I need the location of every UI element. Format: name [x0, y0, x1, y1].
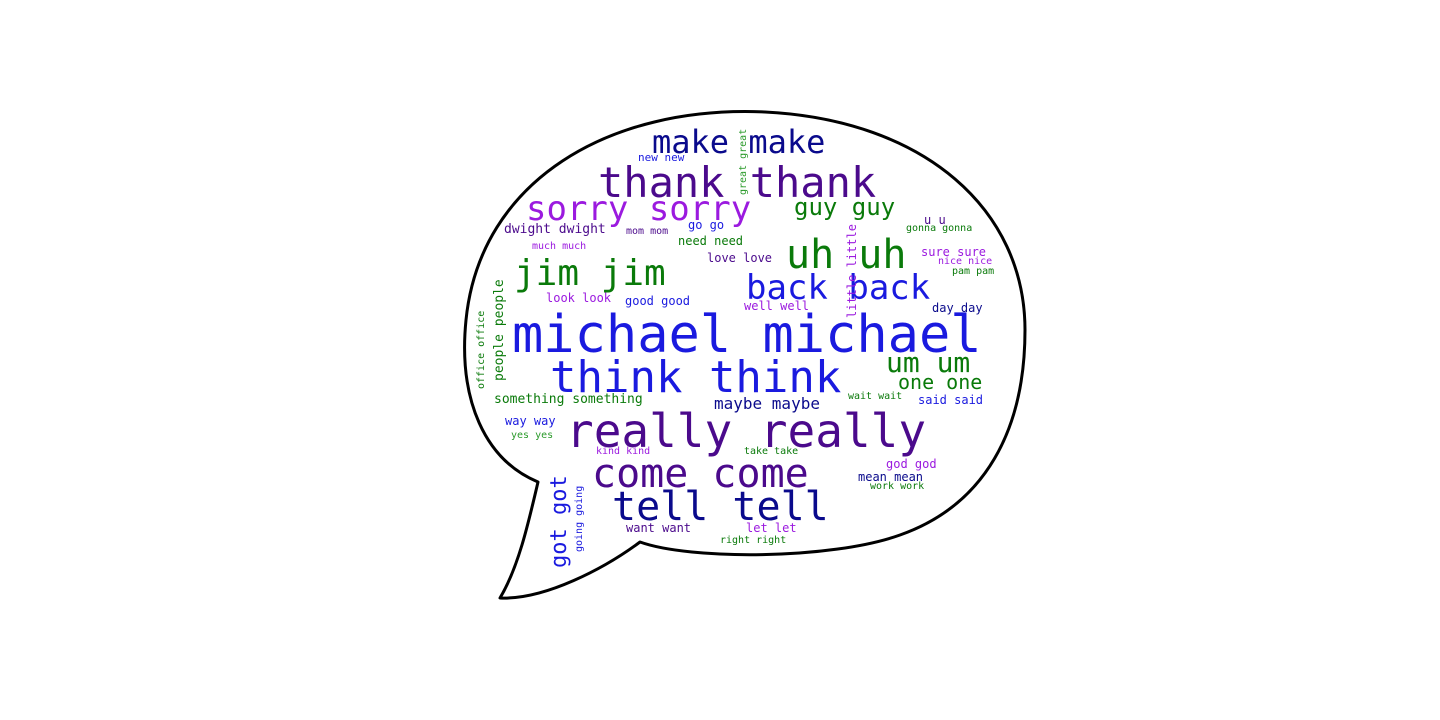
word-sure: sure sure [921, 245, 986, 259]
word-well: well well [744, 299, 809, 313]
word-tell: tell tell [612, 484, 829, 530]
word-new: new new [638, 151, 685, 164]
word-sorry: sorry sorry [526, 189, 751, 229]
word-good: good good [625, 294, 690, 308]
word-u: u u [924, 213, 946, 227]
word-want: want want [626, 521, 691, 535]
word-back: back back [746, 268, 930, 308]
word-make: make make [652, 123, 825, 161]
word-dwight: dwight dwight [504, 222, 606, 237]
word-maybe: maybe maybe [714, 394, 820, 413]
word-office: office office [476, 311, 487, 389]
word-day: day day [932, 301, 983, 315]
word-right: right right [720, 535, 786, 546]
word-work: work work [870, 481, 924, 492]
word-michael: michael michael [512, 305, 982, 365]
word-nice: nice nice [938, 256, 992, 267]
word-uh: uh uh [786, 232, 906, 278]
word-pam: pam pam [952, 266, 994, 277]
word-go: go go [688, 218, 724, 232]
word-going: going going [574, 486, 585, 552]
word-way: way way [505, 414, 556, 428]
word-jim: jim jim [514, 253, 666, 294]
speech-bubble-outline [463, 110, 1027, 600]
word-something: something something [494, 392, 643, 407]
word-little: little little [845, 224, 859, 318]
word-guy: guy guy [794, 193, 895, 221]
word-gonna: gonna gonna [906, 223, 972, 234]
word-mean: mean mean [858, 470, 923, 484]
word-thank: thank thank [598, 158, 876, 207]
word-kind: kind kind [596, 446, 650, 457]
word-need: need need [678, 234, 743, 248]
word-great: great great [738, 129, 749, 195]
word-take: take take [744, 446, 798, 457]
word-said: said said [918, 393, 983, 407]
word-people: people people [492, 279, 507, 381]
word-um: um um [886, 346, 970, 379]
word-god: god god [886, 457, 937, 471]
word-come: come come [592, 451, 809, 497]
word-one: one one [898, 370, 982, 394]
word-really: really really [566, 404, 926, 458]
word-let: let let [746, 521, 797, 535]
word-mom: mom mom [626, 226, 668, 237]
word-much: much much [532, 241, 586, 252]
word-got: got got [547, 475, 572, 568]
word-wait: wait wait [848, 391, 902, 402]
word-yes: yes yes [511, 430, 553, 441]
word-love: love love [707, 251, 772, 265]
word-think: think think [550, 352, 841, 403]
word-look: look look [546, 291, 612, 305]
